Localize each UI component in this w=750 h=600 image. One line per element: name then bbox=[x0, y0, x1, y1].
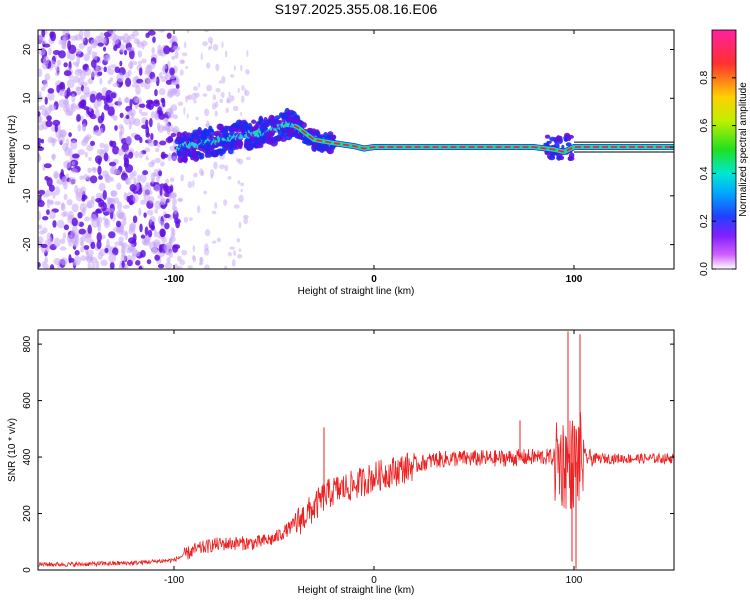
y-tick-label: 400 bbox=[22, 448, 33, 465]
x-tick-label: 100 bbox=[566, 575, 583, 586]
y-tick-label: 10 bbox=[22, 92, 33, 104]
y-tick-label: 200 bbox=[22, 505, 33, 522]
x-tick-label: 0 bbox=[371, 575, 377, 586]
colorbar bbox=[712, 30, 736, 269]
y-tick-label: 600 bbox=[22, 392, 33, 409]
colorbar-tick-label: 0.0 bbox=[699, 262, 710, 276]
y-tick-label: 800 bbox=[22, 335, 33, 352]
x-axis-label: Height of straight line (km) bbox=[298, 585, 415, 596]
y-axis-label: Frequency (Hz) bbox=[7, 115, 18, 184]
spectrogram-plot-area bbox=[38, 30, 674, 269]
spectral-ridge bbox=[174, 107, 674, 164]
snr-series-line bbox=[38, 412, 674, 568]
snr-frame bbox=[37, 329, 675, 571]
x-tick-label: 0 bbox=[371, 274, 377, 285]
colorbar-tick-label: 0.6 bbox=[699, 118, 710, 132]
y-tick-label: -10 bbox=[22, 188, 33, 203]
figure-title: S197.2025.355.08.16.E06 bbox=[274, 1, 438, 17]
x-tick-label: -100 bbox=[164, 274, 184, 285]
spectrogram-frame bbox=[37, 29, 675, 270]
y-tick-label: -20 bbox=[22, 237, 33, 252]
x-axis-label: Height of straight line (km) bbox=[298, 286, 415, 297]
spectrogram-noise bbox=[38, 30, 251, 269]
y-tick-label: 20 bbox=[22, 44, 33, 56]
x-tick-label: 100 bbox=[566, 274, 583, 285]
colorbar-tick-label: 0.4 bbox=[699, 166, 710, 180]
x-tick-label: -100 bbox=[164, 575, 184, 586]
y-axis-label: SNR (10 * v/v) bbox=[7, 418, 18, 482]
colorbar-tick-label: 0.8 bbox=[699, 70, 710, 84]
colorbar-label: Normalized spectral amplitude bbox=[738, 82, 749, 217]
snr-plot-area bbox=[38, 331, 674, 569]
y-tick-label: 0 bbox=[22, 144, 33, 150]
y-tick-label: 0 bbox=[22, 567, 33, 573]
colorbar-tick-label: 0.2 bbox=[699, 214, 710, 228]
